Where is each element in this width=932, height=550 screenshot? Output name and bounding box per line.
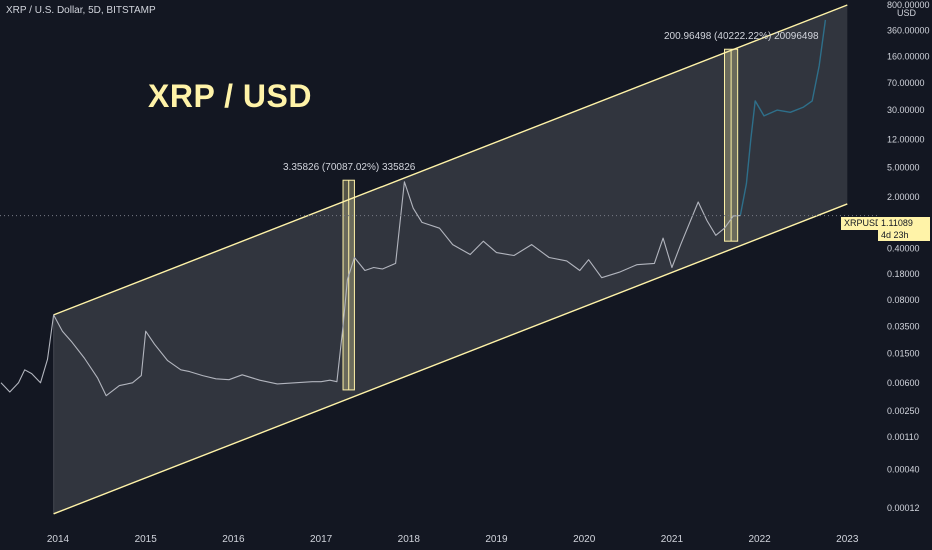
x-tick-2020: 2020 <box>573 534 596 545</box>
y-tick-label: 5.00000 <box>887 162 920 172</box>
x-tick-2023: 2023 <box>836 534 859 545</box>
x-tick-2017: 2017 <box>310 534 333 545</box>
x-tick-2016: 2016 <box>222 534 245 545</box>
x-tick-2019: 2019 <box>485 534 508 545</box>
y-tick-label: 0.08000 <box>887 295 920 305</box>
x-tick-2021: 2021 <box>661 534 684 545</box>
y-tick-label: 0.00600 <box>887 378 920 388</box>
x-tick-2015: 2015 <box>135 534 158 545</box>
measure-label-2021: 200.96498 (40222.22%) 20096498 <box>664 31 819 43</box>
y-tick-label: 0.03500 <box>887 321 920 331</box>
y-tick-label: 0.01500 <box>887 348 920 358</box>
y-axis-unit: USD <box>897 8 917 18</box>
y-tick-label: 0.00040 <box>887 464 920 474</box>
price-series-line <box>0 181 741 397</box>
y-tick-label: 0.18000 <box>887 269 920 279</box>
bar-countdown: 4d 23h <box>878 230 930 241</box>
channel-lower-line <box>53 203 848 515</box>
y-tick-label: 0.00110 <box>887 432 919 442</box>
measure-label-2017: 3.35826 (70087.02%) 335826 <box>283 162 416 174</box>
x-tick-2022: 2022 <box>748 534 771 545</box>
last-price-tag: 1.11089 <box>878 217 930 230</box>
y-tick-label: 0.40000 <box>887 243 920 253</box>
channel-fill <box>53 5 848 514</box>
y-tick-label: 0.00250 <box>887 406 920 416</box>
symbol-tag: XRPUSD <box>841 217 885 230</box>
y-tick-label: 360.00000 <box>887 26 930 36</box>
y-tick-label: 800.00000 <box>887 0 930 10</box>
y-tick-label: 30.00000 <box>887 105 925 115</box>
x-tick-2018: 2018 <box>398 534 421 545</box>
y-tick-label: 70.00000 <box>887 78 925 88</box>
y-tick-label: 12.00000 <box>887 134 925 144</box>
chart-heading: XRP / USD <box>148 78 312 114</box>
channel-upper-line <box>53 4 848 316</box>
x-tick-2014: 2014 <box>47 534 70 545</box>
y-tick-label: 0.00012 <box>887 503 920 513</box>
symbol-legend[interactable]: XRP / U.S. Dollar, 5D, BITSTAMP <box>6 5 156 16</box>
projection-series-line <box>739 19 827 216</box>
y-tick-label: 2.00000 <box>887 192 920 202</box>
y-tick-label: 160.00000 <box>887 52 930 62</box>
